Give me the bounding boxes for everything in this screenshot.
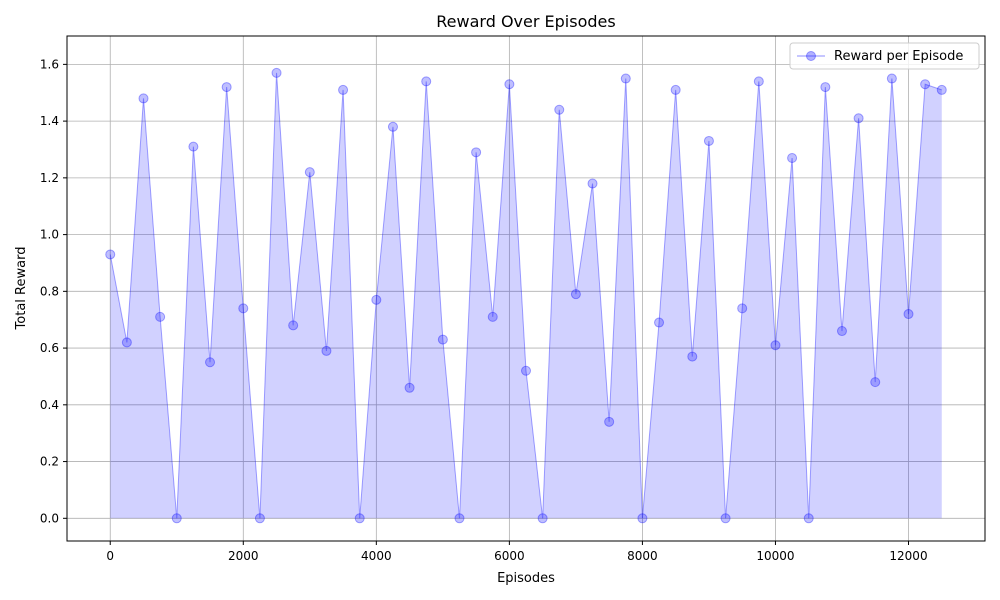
data-point	[205, 357, 216, 368]
y-tick-label: 1.0	[40, 228, 59, 242]
y-tick-label: 1.6	[40, 57, 59, 71]
x-tick-label: 8000	[627, 549, 658, 563]
data-point	[404, 382, 415, 393]
x-tick-label: 12000	[889, 549, 927, 563]
y-tick-label: 1.4	[40, 114, 59, 128]
data-point	[188, 141, 199, 152]
data-point	[703, 135, 714, 146]
data-point	[454, 513, 465, 524]
data-point	[288, 320, 299, 331]
y-tick-label: 1.2	[40, 171, 59, 185]
data-point	[853, 113, 864, 124]
y-tick-label: 0.8	[40, 284, 59, 298]
y-axis-ticks: 0.0 0.2 0.4 0.6 0.8 1.0 1.2 1.4 1.6	[40, 57, 67, 525]
y-tick-label: 0.0	[40, 511, 59, 525]
data-point	[471, 147, 482, 158]
data-point	[155, 311, 166, 322]
data-point	[521, 365, 531, 376]
data-point	[903, 309, 914, 320]
legend-label: Reward per Episode	[834, 49, 963, 64]
grid-lines	[67, 36, 985, 541]
y-tick-label: 0.6	[40, 341, 59, 355]
plot-frame	[66, 35, 986, 542]
x-axis-label: Episodes	[497, 571, 555, 586]
x-tick-label: 6000	[494, 549, 525, 563]
data-point	[803, 513, 814, 524]
y-axis-label: Total Reward	[14, 247, 29, 331]
data-point	[936, 84, 947, 95]
data-point	[171, 513, 182, 524]
data-point	[271, 67, 282, 78]
data-point	[221, 82, 232, 93]
data-point	[338, 84, 349, 95]
reward-series	[105, 67, 947, 524]
data-point	[537, 513, 548, 524]
data-point	[753, 76, 764, 87]
data-point	[487, 311, 498, 322]
data-point	[720, 513, 731, 524]
data-point	[371, 294, 382, 305]
data-point	[121, 337, 132, 348]
x-tick-label: 0	[106, 549, 114, 563]
data-point	[105, 249, 116, 260]
legend-box	[789, 42, 980, 70]
legend-marker-swatch	[806, 51, 816, 61]
data-point	[836, 326, 847, 337]
data-point	[820, 82, 831, 93]
data-point	[138, 93, 149, 104]
data-point	[886, 73, 897, 84]
chart-title: Reward Over Episodes	[436, 12, 615, 31]
data-point	[238, 303, 249, 314]
data-point	[421, 76, 432, 87]
y-tick-label: 0.4	[40, 398, 59, 412]
data-point	[254, 513, 265, 524]
data-point	[554, 104, 565, 115]
data-point	[304, 167, 315, 178]
data-point	[570, 289, 581, 300]
data-point	[737, 303, 748, 314]
data-point	[870, 377, 881, 388]
data-point	[437, 334, 448, 345]
data-point	[604, 416, 615, 427]
x-tick-label: 4000	[361, 549, 392, 563]
x-tick-label: 2000	[228, 549, 259, 563]
data-point	[587, 178, 598, 189]
x-tick-label: 10000	[756, 549, 794, 563]
data-point	[687, 351, 698, 362]
y-tick-label: 0.2	[40, 455, 59, 469]
data-point	[620, 73, 631, 84]
data-point	[670, 84, 681, 95]
data-point	[654, 317, 665, 328]
reward-fill-area	[110, 72, 942, 519]
data-point	[354, 513, 365, 524]
data-point	[770, 340, 781, 351]
data-point	[920, 79, 931, 90]
x-axis-ticks: 0 2000 4000 6000 8000 10000 12000	[106, 541, 928, 563]
series-fill	[110, 72, 942, 519]
data-point	[387, 121, 398, 132]
data-point	[321, 345, 332, 356]
data-point	[637, 513, 648, 524]
data-point	[504, 79, 515, 90]
data-point	[787, 152, 798, 163]
series-line	[109, 72, 942, 519]
legend: Reward per Episode	[789, 42, 980, 70]
